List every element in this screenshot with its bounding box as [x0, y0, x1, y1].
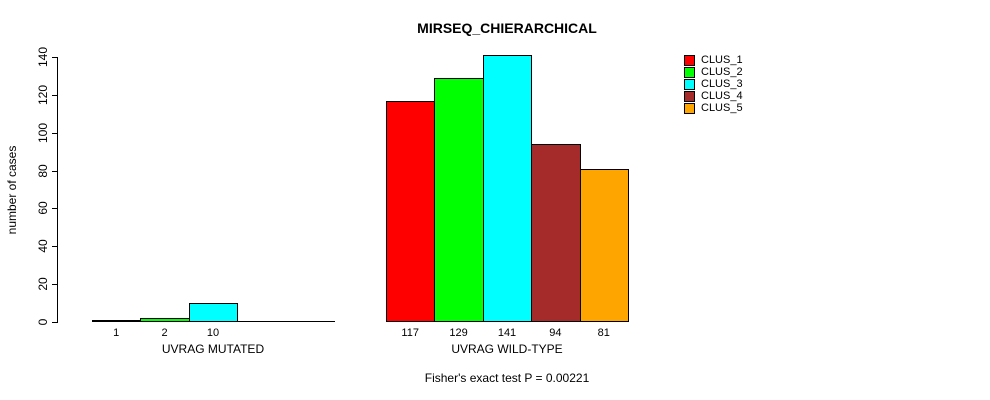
- bar-clus_1-group1: [92, 320, 142, 323]
- y-tick-label: 0: [36, 318, 50, 326]
- bar-clus_2-group1: [140, 318, 190, 322]
- bar-clus_1-group2: [386, 100, 436, 322]
- y-axis-line: [57, 57, 58, 323]
- bar-value-label: 81: [597, 327, 610, 339]
- y-tick-label: 60: [36, 201, 50, 216]
- bar-value-label: 141: [497, 327, 517, 339]
- bar-value-label: 10: [206, 327, 220, 339]
- legend-label: CLUS_2: [701, 66, 743, 78]
- y-tick-label: 100: [36, 122, 50, 143]
- legend-swatch-icon: [684, 79, 695, 90]
- y-tick-label: 20: [36, 277, 50, 291]
- legend-swatch-icon: [684, 55, 695, 66]
- y-axis-tick: [52, 132, 57, 134]
- legend-item-clus_5: CLUS_5: [684, 103, 743, 114]
- bar-value-label: 129: [449, 327, 468, 339]
- bar-value-label: 1: [113, 327, 120, 339]
- legend-label: CLUS_1: [701, 54, 743, 66]
- bar-clus_5-group1: [285, 321, 335, 322]
- y-tick-label: 80: [36, 163, 50, 178]
- legend-label: CLUS_5: [701, 102, 743, 114]
- y-tick-label: 140: [36, 46, 50, 68]
- y-tick-label: 120: [36, 84, 50, 105]
- legend-label: CLUS_3: [701, 78, 743, 90]
- chart-title: MIRSEQ_CHIERARCHICAL: [417, 20, 597, 36]
- legend-item-clus_4: CLUS_4: [684, 91, 743, 102]
- legend-label: CLUS_4: [701, 90, 743, 102]
- legend-item-clus_2: CLUS_2: [684, 67, 743, 78]
- bar-clus_3-group1: [188, 303, 239, 322]
- legend-item-clus_1: CLUS_1: [684, 55, 743, 66]
- bar-clus_5-group2: [579, 168, 629, 322]
- legend-swatch-icon: [684, 103, 695, 114]
- y-axis-tick: [52, 208, 57, 210]
- bar-clus_4-group2: [531, 144, 581, 322]
- x-group-label-uvrag-mutated: UVRAG MUTATED: [161, 342, 265, 356]
- legend-swatch-icon: [684, 67, 695, 78]
- fisher-test-annotation: Fisher's exact test P = 0.00221: [424, 371, 590, 385]
- bar-value-label: 94: [549, 327, 562, 339]
- bar-value-label: 117: [401, 327, 419, 339]
- y-axis-tick: [52, 94, 57, 96]
- y-axis-tick: [52, 322, 57, 323]
- x-group-label-uvrag-wild-type: UVRAG WILD-TYPE: [451, 342, 563, 356]
- bar-clus_4-group1: [237, 321, 287, 322]
- y-axis-tick: [52, 246, 57, 248]
- legend: CLUS_1 CLUS_2 CLUS_3 CLUS_4 CLUS_5: [684, 55, 743, 115]
- y-axis-tick: [52, 57, 57, 58]
- y-tick-label: 40: [36, 239, 50, 253]
- bar-clus_2-group2: [434, 77, 484, 322]
- y-axis-tick: [52, 284, 57, 286]
- bar-value-label: 2: [161, 327, 168, 339]
- y-axis-tick: [52, 170, 57, 172]
- legend-item-clus_3: CLUS_3: [684, 79, 743, 90]
- y-axis-title: number of cases: [5, 145, 19, 235]
- legend-swatch-icon: [684, 91, 695, 102]
- bar-clus_3-group2: [482, 55, 533, 322]
